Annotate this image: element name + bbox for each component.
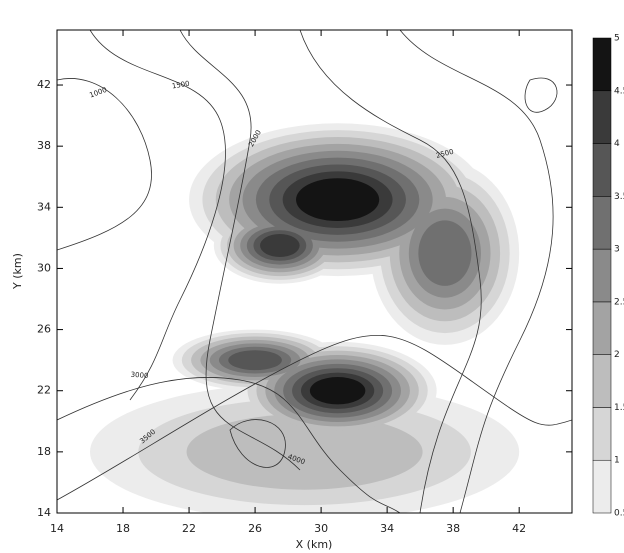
contour-line [524, 77, 558, 113]
colorbar-tick-label: 0.5 [614, 509, 624, 519]
x-axis-label: X (km) [296, 538, 333, 551]
colorbar-tick-label: 3.5 [614, 192, 624, 202]
contour-line [229, 419, 286, 468]
contour-label: 1000 [89, 86, 108, 100]
contour-line [57, 78, 152, 251]
colorbar-bin [592, 301, 612, 355]
colorbar-bin [592, 143, 612, 197]
y-tick-label: 22 [37, 384, 51, 397]
x-tick-label: 30 [314, 522, 328, 535]
colorbar-tick-label: 1.5 [614, 403, 624, 413]
colorbar-tick-label: 2.5 [614, 297, 624, 307]
colorbar-tick-label: 4.5 [614, 86, 624, 96]
colorbar-bin [592, 37, 612, 92]
filled-contour [309, 377, 366, 405]
contour-label: 1500 [171, 80, 190, 91]
x-tick-label: 38 [446, 522, 460, 535]
contour-line [299, 30, 482, 513]
filled-contours [90, 123, 520, 513]
colorbar-bin [592, 407, 612, 461]
filled-contour [228, 350, 282, 371]
filled-contour [296, 178, 380, 222]
x-tick-label: 34 [380, 522, 394, 535]
filled-contour [418, 220, 472, 286]
colorbar-tick-label: 1 [614, 456, 620, 466]
y-tick-label: 14 [37, 506, 51, 519]
colorbar-bin [592, 90, 612, 144]
x-tick-label: 14 [50, 522, 64, 535]
y-tick-label: 42 [37, 78, 51, 91]
y-tick-label: 34 [37, 200, 51, 213]
contour-line [399, 30, 554, 513]
colorbar-tick-label: 3 [614, 245, 620, 255]
x-tick-label: 22 [182, 522, 196, 535]
y-tick-label: 30 [37, 261, 51, 274]
y-tick-label: 38 [37, 139, 51, 152]
contour-line [57, 377, 401, 513]
colorbar-bin [592, 459, 612, 514]
contour-label: 3000 [130, 371, 148, 381]
plot-frame [56, 29, 573, 514]
colorbar-bin [592, 248, 612, 303]
filled-contour [260, 234, 300, 257]
colorbar-tick-label: 4 [614, 139, 620, 149]
y-tick-label: 18 [37, 445, 51, 458]
filled-contour [186, 414, 423, 490]
colorbar-tick-label: 5 [614, 34, 620, 44]
terrain-contours [57, 30, 572, 513]
colorbar-bin [592, 196, 612, 250]
contour-line [89, 30, 226, 401]
colorbar-bin [592, 354, 612, 408]
y-tick-label: 26 [37, 323, 51, 336]
contour-line [57, 334, 572, 501]
x-tick-label: 18 [116, 522, 130, 535]
x-tick-label: 42 [512, 522, 526, 535]
x-tick-label: 26 [248, 522, 262, 535]
y-axis-label: Y (km) [11, 253, 24, 290]
colorbar-tick-label: 2 [614, 350, 620, 360]
